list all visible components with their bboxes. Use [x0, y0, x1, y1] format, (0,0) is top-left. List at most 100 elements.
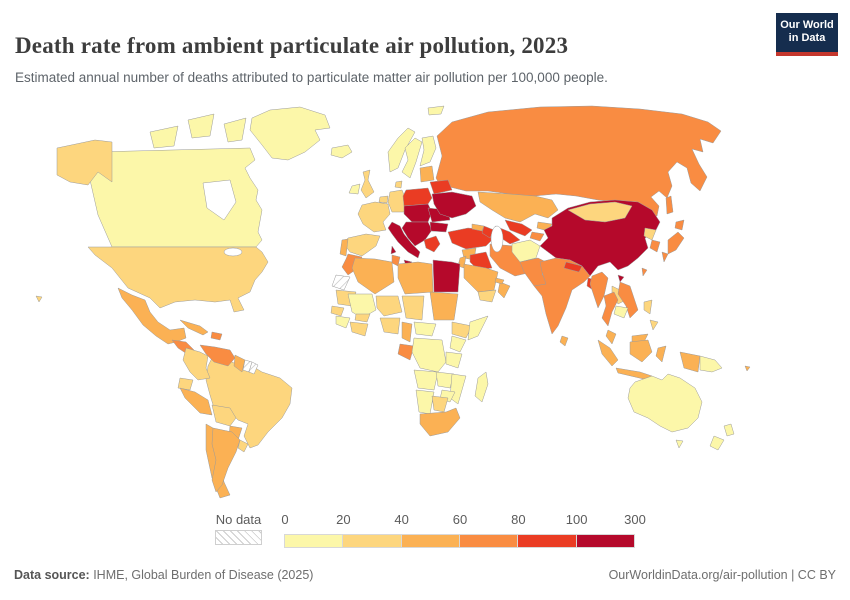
country-georgia[interactable] [471, 223, 485, 232]
country-south-korea[interactable] [649, 239, 661, 253]
country-namibia[interactable] [415, 389, 435, 415]
country-japan[interactable] [661, 219, 685, 263]
country-greece[interactable] [423, 235, 441, 253]
country-burkina-faso[interactable] [354, 313, 371, 323]
country-ireland[interactable] [348, 183, 361, 195]
country-mexico[interactable] [117, 287, 187, 345]
country-new-zealand[interactable] [709, 423, 735, 451]
legend-segment-100-300[interactable] [575, 534, 635, 548]
country-uae[interactable] [494, 277, 505, 285]
country-ethiopia[interactable] [451, 321, 473, 339]
country-usa[interactable] [87, 246, 269, 313]
country-ecuador[interactable] [177, 377, 194, 391]
country-libya[interactable] [397, 261, 434, 295]
country-sri-lanka[interactable] [559, 335, 569, 347]
country-tajikistan[interactable] [529, 231, 545, 242]
country-oman[interactable] [497, 281, 511, 299]
country-papua-new-guinea[interactable] [699, 355, 723, 373]
country-niger[interactable] [375, 295, 403, 317]
country-cameroon[interactable] [401, 321, 413, 343]
country-algeria[interactable] [351, 257, 395, 295]
country-myanmar[interactable] [589, 271, 609, 309]
country-azerbaijan[interactable] [481, 225, 495, 239]
country-norway[interactable] [387, 127, 416, 173]
country-sudan[interactable] [429, 291, 459, 321]
country-russia[interactable] [435, 105, 722, 217]
country-car[interactable] [413, 321, 437, 337]
legend-segment-80-100[interactable] [517, 534, 577, 548]
country-canada-arctic2[interactable] [187, 113, 215, 139]
country-north-korea[interactable] [643, 227, 657, 241]
country-angola[interactable] [413, 369, 439, 391]
country-poland[interactable] [402, 187, 433, 207]
country-madagascar[interactable] [474, 371, 489, 403]
country-bulgaria[interactable] [429, 221, 449, 233]
owid-logo[interactable]: Our World in Data [776, 13, 838, 56]
country-norway-svalbard[interactable] [427, 105, 445, 116]
country-fiji[interactable] [744, 365, 751, 372]
country-turkey[interactable] [447, 227, 494, 250]
country-guyana[interactable] [233, 354, 246, 373]
country-italy[interactable] [387, 221, 421, 259]
country-gabon[interactable] [397, 343, 415, 361]
country-zambia[interactable] [435, 371, 455, 389]
country-nepal[interactable] [563, 261, 583, 273]
country-dr-congo[interactable] [411, 337, 447, 373]
country-australia[interactable] [627, 373, 703, 449]
country-canada-arctic1[interactable] [149, 125, 179, 149]
country-france[interactable] [357, 201, 391, 233]
country-canada-arctic3[interactable] [223, 117, 247, 143]
country-taiwan[interactable] [641, 267, 648, 277]
country-canada[interactable] [89, 147, 263, 248]
country-uk[interactable] [360, 169, 375, 199]
country-usa-alaska[interactable] [56, 139, 113, 186]
country-indonesia[interactable] [597, 339, 701, 381]
footer-link[interactable]: OurWorldinData.org/air-pollution | CC BY [608, 568, 836, 582]
country-venezuela[interactable] [199, 344, 236, 367]
country-ukraine[interactable] [431, 191, 477, 219]
country-india[interactable] [533, 257, 591, 335]
country-iceland[interactable] [330, 144, 353, 159]
country-guinea[interactable] [335, 315, 351, 329]
country-estonia-baltics[interactable] [419, 165, 435, 183]
country-bolivia[interactable] [211, 404, 237, 427]
country-belgium[interactable] [378, 195, 389, 204]
country-usa-hawaii[interactable] [35, 295, 43, 303]
country-mozambique[interactable] [449, 373, 467, 405]
country-nigeria[interactable] [379, 317, 401, 335]
country-colombia[interactable] [182, 347, 211, 381]
country-cambodia[interactable] [613, 305, 629, 319]
country-peru[interactable] [179, 387, 213, 416]
country-western-sahara[interactable] [331, 274, 351, 291]
country-south-africa[interactable] [419, 407, 461, 437]
country-greenland[interactable] [249, 106, 331, 161]
country-senegal[interactable] [330, 305, 345, 317]
country-french-guiana[interactable] [248, 361, 259, 375]
country-uruguay[interactable] [237, 439, 249, 453]
country-somalia[interactable] [467, 315, 489, 341]
country-argentina[interactable] [211, 427, 241, 493]
country-vietnam[interactable] [617, 281, 639, 319]
country-philippines[interactable] [643, 299, 659, 331]
country-kazakhstan[interactable] [477, 191, 559, 223]
legend-segment-40-60[interactable] [400, 534, 460, 548]
country-tanzania[interactable] [445, 351, 463, 369]
country-mongolia[interactable] [567, 201, 633, 223]
country-yemen[interactable] [477, 289, 497, 303]
country-spain[interactable] [343, 233, 381, 257]
country-italy-sardinia[interactable] [390, 245, 397, 255]
country-china-hainan[interactable] [617, 274, 625, 283]
country-uzbekistan[interactable] [504, 219, 533, 237]
country-botswana[interactable] [431, 395, 449, 413]
country-afghanistan[interactable] [511, 239, 541, 263]
country-denmark[interactable] [394, 180, 403, 189]
legend-segment-60-80[interactable] [458, 534, 519, 548]
legend-segment-0-20[interactable] [284, 534, 344, 548]
country-egypt[interactable] [432, 259, 461, 293]
country-cuba[interactable] [179, 319, 209, 336]
country-saudi-arabia[interactable] [463, 263, 499, 293]
country-kenya[interactable] [449, 335, 467, 353]
country-china[interactable] [539, 199, 661, 277]
country-sweden[interactable] [401, 137, 423, 179]
legend-no-data[interactable]: No data [215, 512, 262, 545]
